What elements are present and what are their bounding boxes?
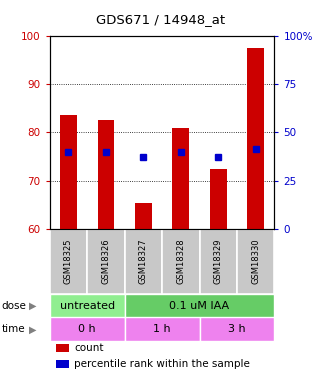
Bar — [56, 360, 69, 368]
Bar — [135, 202, 152, 229]
Text: GSM18329: GSM18329 — [214, 239, 223, 284]
Text: dose: dose — [2, 301, 26, 310]
Text: 0.1 uM IAA: 0.1 uM IAA — [169, 301, 230, 310]
Text: GSM18328: GSM18328 — [176, 239, 185, 284]
Text: count: count — [74, 343, 104, 353]
Text: 0 h: 0 h — [78, 324, 96, 334]
Bar — [87, 229, 125, 294]
Text: untreated: untreated — [60, 301, 115, 310]
Text: time: time — [2, 324, 25, 334]
Text: GSM18327: GSM18327 — [139, 239, 148, 284]
Bar — [50, 294, 125, 318]
Text: 1 h: 1 h — [153, 324, 171, 334]
Bar — [98, 120, 114, 229]
Bar — [60, 116, 77, 229]
Bar — [125, 229, 162, 294]
Bar — [200, 229, 237, 294]
Text: GSM18330: GSM18330 — [251, 239, 260, 284]
Text: ▶: ▶ — [29, 324, 36, 334]
Bar — [56, 344, 69, 352]
Text: ▶: ▶ — [29, 301, 36, 310]
Bar — [172, 128, 189, 229]
Bar — [237, 229, 274, 294]
Bar — [200, 318, 274, 341]
Text: 3 h: 3 h — [228, 324, 246, 334]
Bar — [125, 294, 274, 318]
Bar — [125, 318, 200, 341]
Bar — [162, 229, 200, 294]
Bar — [50, 229, 87, 294]
Text: percentile rank within the sample: percentile rank within the sample — [74, 359, 250, 369]
Bar — [210, 169, 227, 229]
Bar — [247, 48, 264, 229]
Text: GSM18326: GSM18326 — [101, 239, 110, 284]
Bar — [50, 318, 125, 341]
Text: GSM18325: GSM18325 — [64, 239, 73, 284]
Text: GDS671 / 14948_at: GDS671 / 14948_at — [96, 13, 225, 26]
